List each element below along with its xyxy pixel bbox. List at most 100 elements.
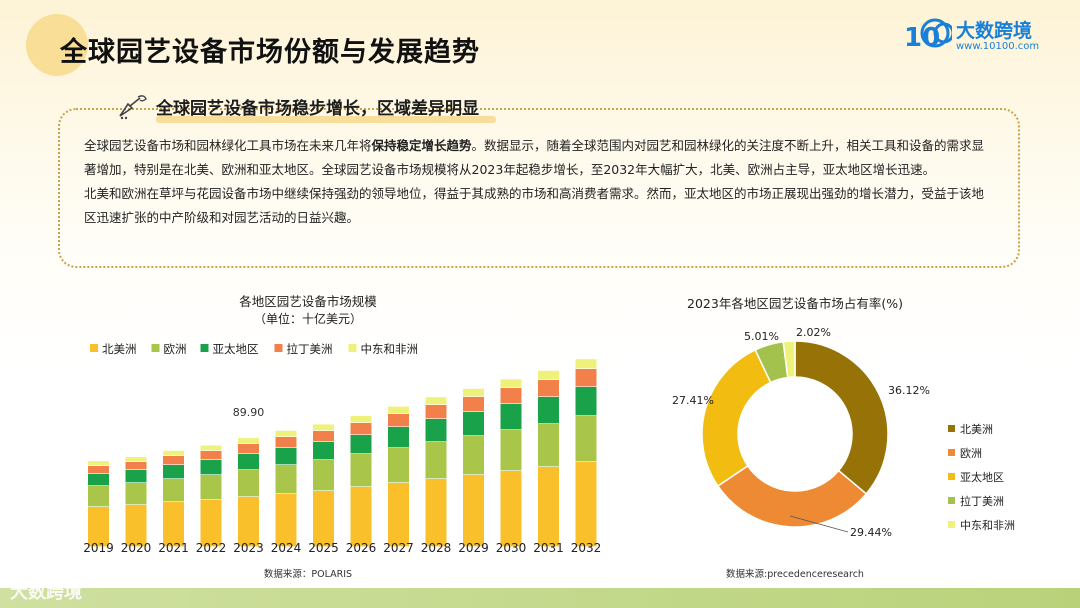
legend-swatch-1: [90, 344, 98, 352]
bar-segment-2027-1: [388, 483, 409, 547]
x-tick-label-2022: 2022: [196, 541, 227, 555]
brand-logo-name: 大数跨境: [956, 20, 1033, 42]
legend-label-1: 北美洲: [102, 342, 137, 356]
bar-segment-2027-4: [388, 414, 409, 427]
bar-segment-2022-5: [200, 445, 222, 451]
bar-segment-2030-5: [500, 379, 522, 388]
page-title: 全球园艺设备市场份额与发展趋势: [60, 37, 480, 68]
bar-segment-2029-5: [463, 388, 484, 397]
summary-p1-text: 全球园艺设备市场和园林绿化工具市场在未来几年将: [84, 138, 372, 153]
x-tick-label-2032: 2032: [571, 541, 602, 555]
donut-legend-label-4: 拉丁美洲: [960, 494, 1004, 508]
x-tick-label-2027: 2027: [383, 541, 414, 555]
bar-segment-2021-5: [163, 450, 184, 456]
bar-segment-2019-3: [88, 474, 109, 486]
bar-segment-2031-3: [538, 397, 559, 424]
donut-label-2: 29.44%: [850, 526, 892, 539]
stacked-bar-chart: 各地区园艺设备市场规模 （单位：十亿美元） 北美洲 欧洲 亚太地区 拉丁美洲 中东和非洲 20…: [83, 294, 602, 580]
title-decoration-circle: [26, 14, 88, 76]
donut-slice-3: [701, 348, 772, 488]
donut-legend-swatch-4: [948, 497, 955, 504]
legend-label-5: 中东和非洲: [361, 342, 419, 356]
bar-segment-2028-1: [425, 479, 447, 547]
market-share-chart: 2023年各地区园艺设备市场占有率(%) 36.12% 29.44% 27.41% 5.…: [640, 290, 1070, 590]
bar-segment-2021-3: [163, 465, 184, 479]
bar-segment-2031-4: [538, 380, 559, 397]
bar-segment-2023-1: [238, 497, 259, 547]
legend-swatch-5: [348, 344, 357, 352]
bar-segment-2021-1: [163, 502, 184, 547]
bar-segment-2028-4: [425, 405, 447, 419]
bar-segment-2032-2: [575, 416, 597, 462]
bar-segment-2022-4: [200, 451, 222, 460]
brand-logo[interactable]: 10 大数跨境 www.10100.com: [902, 14, 1052, 54]
bar-segment-2020-2: [125, 483, 147, 505]
donut-legend-label-5: 中东和非洲: [960, 519, 1015, 532]
bar-segment-2020-4: [125, 462, 147, 470]
x-tick-label-2023: 2023: [233, 541, 264, 555]
summary-p1-emphasis: 保持稳定增长趋势: [371, 138, 472, 153]
donut-chart: 2023年各地区园艺设备市场占有率(%) 36.12% 29.44% 27.41% 5.…: [672, 296, 1015, 580]
donut-slice-1: [794, 340, 889, 495]
section-heading-underline: [156, 116, 496, 123]
summary-p1-text-rest: 。数据显示，随着全球范围内对园艺和园林绿化的关注度不断上升，相关工具和设备的需求…: [84, 138, 985, 177]
donut-chart-source: 数据来源:precedenceresearch: [726, 568, 864, 580]
donut-chart-title: 2023年各地区园艺设备市场占有率(%): [687, 296, 903, 311]
brand-logo-url: www.10100.com: [956, 41, 1040, 52]
bar-segment-2024-1: [275, 494, 297, 547]
donut-slice-5: [782, 340, 796, 379]
bar-chart-title: 各地区园艺设备市场规模: [239, 294, 377, 309]
legend-swatch-3: [200, 344, 209, 352]
bar-segment-2022-1: [200, 500, 222, 547]
legend-label-3: 亚太地区: [213, 342, 259, 356]
bar-segment-2019-4: [88, 466, 109, 474]
bar-segment-2019-2: [88, 486, 109, 507]
bar-segment-2030-2: [500, 430, 522, 471]
bar-segment-2032-1: [575, 462, 597, 547]
bar-segment-2031-2: [538, 424, 559, 467]
donut-label-1: 36.12%: [888, 384, 930, 397]
donut-legend-swatch-3: [948, 473, 955, 480]
bar-segment-2020-5: [125, 457, 147, 462]
bar-segment-2027-3: [388, 427, 409, 448]
bar-segment-2021-2: [163, 479, 184, 502]
bar-segment-2032-5: [575, 359, 597, 369]
bar-segment-2021-4: [163, 456, 184, 465]
bar-segment-2023-4: [238, 444, 259, 454]
bar-segment-2024-2: [275, 465, 297, 494]
bar-segment-2023-5: [238, 438, 259, 444]
bar-segment-2030-4: [500, 388, 522, 404]
x-tick-label-2030: 2030: [496, 541, 527, 555]
donut-label-4: 5.01%: [744, 330, 779, 343]
bar-segment-2032-4: [575, 369, 597, 387]
x-tick-label-2031: 2031: [533, 541, 564, 555]
bar-segment-2031-5: [538, 370, 559, 380]
legend-label-4: 拉丁美洲: [287, 342, 333, 356]
bar-annotation-2023: 89.90: [233, 406, 265, 419]
bar-segment-2025-5: [313, 424, 334, 431]
bar-segment-2030-3: [500, 404, 522, 430]
bar-segment-2025-1: [313, 491, 334, 547]
bar-segment-2026-4: [350, 423, 372, 435]
bar-segment-2029-4: [463, 397, 484, 412]
bar-segment-2022-3: [200, 460, 222, 475]
bar-segment-2026-3: [350, 435, 372, 454]
donut-legend-label-3: 亚太地区: [960, 471, 1004, 484]
bar-segment-2025-2: [313, 460, 334, 491]
bar-segment-2020-1: [125, 505, 147, 547]
bar-segment-2024-3: [275, 448, 297, 465]
donut-legend-swatch-2: [948, 449, 955, 456]
footer-bar: [0, 588, 1080, 608]
summary-paragraph-2: 北美和欧洲在草坪与花园设备市场中继续保持强劲的领导地位，得益于其成熟的市场和高消…: [84, 186, 985, 225]
regional-market-size-chart: 各地区园艺设备市场规模 （单位：十亿美元） 北美洲 欧洲 亚太地区 拉丁美洲 中东和非洲 20…: [76, 290, 616, 590]
bar-segment-2029-3: [463, 412, 484, 436]
donut-legend-swatch-5: [948, 521, 955, 528]
bar-segment-2024-5: [275, 430, 297, 437]
bar-segment-2019-1: [88, 507, 109, 547]
bar-segment-2026-1: [350, 487, 372, 547]
bar-segment-2028-3: [425, 419, 447, 442]
bar-segment-2032-3: [575, 387, 597, 416]
donut-label-3: 27.41%: [672, 394, 714, 407]
bar-segment-2028-5: [425, 397, 447, 405]
bar-segment-2027-5: [388, 406, 409, 414]
